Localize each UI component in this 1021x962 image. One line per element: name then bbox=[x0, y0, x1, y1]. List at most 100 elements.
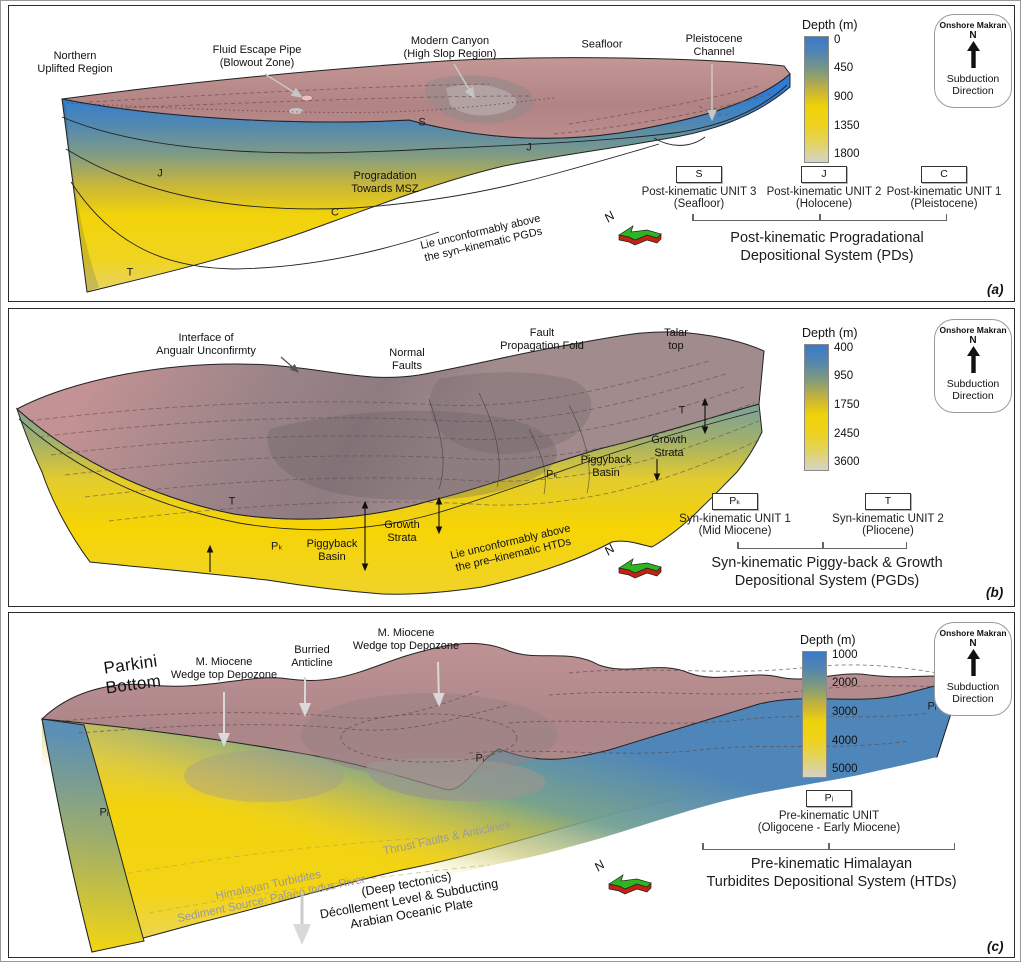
panel-b: Interface of Angualr Unconfirmty Normal … bbox=[8, 308, 1015, 607]
unit-name: Post-kinematic UNIT 3 bbox=[641, 186, 757, 198]
north-3d-c: N bbox=[592, 858, 657, 901]
panel-a: Northern Uplifted Region Fluid Escape Pi… bbox=[8, 5, 1015, 302]
unit-age: (Oligocene - Early Miocene) bbox=[757, 822, 901, 834]
colorbar-title: Depth (m) bbox=[802, 18, 858, 32]
label-fluid-escape: Fluid Escape Pipe (Blowout Zone) bbox=[212, 44, 302, 69]
label-parkini-bottom: Parkini Bottom bbox=[102, 651, 163, 698]
colorbar-title: Depth (m) bbox=[800, 633, 856, 647]
north-3d-b: N bbox=[602, 542, 667, 585]
label-seafloor: Seafloor bbox=[581, 38, 623, 51]
north-3d-a: N bbox=[602, 209, 667, 252]
compass-caption: Subduction Direction bbox=[946, 681, 1000, 705]
colorbar-tick: 900 bbox=[834, 91, 854, 103]
colorbar-tick: 4000 bbox=[832, 735, 858, 747]
legend-bracket-tick bbox=[828, 843, 830, 849]
compass-caption: Subduction Direction bbox=[946, 73, 1000, 97]
legend-bracket-tick bbox=[822, 542, 824, 548]
block-diagram-b bbox=[15, 331, 765, 595]
label-normal-faults: Normal Faults bbox=[389, 347, 425, 372]
unit-symbol-box: T bbox=[865, 493, 911, 510]
horizon-mark-j-right: J bbox=[526, 141, 532, 154]
legend-unit-t: T Syn-kinematic UNIT 2 (Pliocene) bbox=[808, 493, 968, 537]
horizon-mark-pi-left: Pᵢ bbox=[99, 806, 109, 819]
horizon-mark-s: S bbox=[418, 116, 426, 129]
legend-bracket bbox=[737, 542, 907, 549]
legend-unit-j: J Post-kinematic UNIT 2 (Holocene) bbox=[749, 166, 899, 210]
compass-region: Onshore Makran bbox=[939, 325, 1007, 335]
label-piggyback-right: Piggyback Basin bbox=[580, 454, 632, 479]
unit-age: (Seafloor) bbox=[673, 198, 725, 210]
compass-north: N bbox=[969, 30, 977, 41]
label-northern-uplifted: Northern Uplifted Region bbox=[37, 50, 113, 75]
up-arrow-icon bbox=[966, 649, 980, 676]
compass-box-b: Onshore Makran N Subduction Direction bbox=[934, 319, 1012, 413]
horizon-mark-pi-right: Pᵢ bbox=[927, 700, 937, 713]
colorbar-tick: 1750 bbox=[834, 399, 860, 411]
colorbar-title: Depth (m) bbox=[802, 326, 858, 340]
colorbar-tick: 1800 bbox=[834, 148, 860, 160]
horizon-mark-pi-mid: Pᵢ bbox=[475, 752, 485, 765]
colorbar-gradient bbox=[804, 344, 829, 471]
compass-caption: Subduction Direction bbox=[946, 378, 1000, 402]
label-fault-propagation-fold: Fault Propagation Fold bbox=[500, 327, 584, 352]
label-progradation: Progradation Towards MSZ bbox=[351, 170, 419, 195]
horizon-mark-t: T bbox=[126, 266, 134, 279]
unit-name: Post-kinematic UNIT 1 bbox=[886, 186, 1002, 198]
legend-bracket bbox=[692, 214, 947, 221]
colorbar-tick: 400 bbox=[834, 342, 854, 354]
legend-unit-pi: Pᵢ Pre-kinematic UNIT (Oligocene - Early… bbox=[739, 790, 919, 834]
north-arrow-icon bbox=[618, 225, 662, 246]
compass-box-a: Onshore Makran N Subduction Direction bbox=[934, 14, 1012, 108]
panel-c: Parkini Bottom M. Miocene Wedge top Depo… bbox=[8, 612, 1015, 958]
colorbar-tick: 2000 bbox=[832, 677, 858, 689]
panel-letter-c: (c) bbox=[987, 939, 1004, 954]
colorbar-tick: 950 bbox=[834, 370, 854, 382]
compass-north: N bbox=[969, 638, 977, 649]
colorbar-tick: 1000 bbox=[832, 649, 858, 661]
unit-name: Post-kinematic UNIT 2 bbox=[766, 186, 882, 198]
colorbar-gradient bbox=[804, 36, 829, 163]
colorbar-tick: 2450 bbox=[834, 428, 860, 440]
compass-box-c: Onshore Makran N Subduction Direction bbox=[934, 622, 1012, 716]
legend-unit-pk: Pₖ Syn-kinematic UNIT 1 (Mid Miocene) bbox=[655, 493, 815, 537]
label-pleistocene-channel: Pleistocene Channel bbox=[685, 33, 743, 58]
unit-age: (Pleistocene) bbox=[910, 198, 978, 210]
unit-age: (Holocene) bbox=[795, 198, 853, 210]
legend-bracket-tick bbox=[819, 214, 821, 220]
colorbar-gradient bbox=[802, 651, 827, 778]
up-arrow-icon bbox=[966, 41, 980, 68]
system-title-a: Post-kinematic Progradational Deposition… bbox=[730, 230, 924, 264]
label-piggyback-left: Piggyback Basin bbox=[306, 538, 358, 563]
unit-symbol-box: J bbox=[801, 166, 847, 183]
label-wedge-depozone-left: M. Miocene Wedge top Depozone bbox=[170, 656, 278, 681]
panel-letter-a: (a) bbox=[987, 282, 1004, 297]
legend-unit-c: C Post-kinematic UNIT 1 (Pleistocene) bbox=[869, 166, 1019, 210]
colorbar-tick: 5000 bbox=[832, 763, 858, 775]
colorbar-tick: 3000 bbox=[832, 706, 858, 718]
unit-symbol-box: C bbox=[921, 166, 967, 183]
label-interface-unconformity: Interface of Angualr Unconfirmty bbox=[156, 332, 256, 357]
horizon-mark-c: C bbox=[331, 206, 339, 219]
horizon-mark-pk-right: Pₖ bbox=[545, 468, 559, 481]
compass-region: Onshore Makran bbox=[939, 628, 1007, 638]
unit-symbol-box: Pₖ bbox=[712, 493, 758, 510]
unit-name: Syn-kinematic UNIT 1 bbox=[679, 513, 791, 525]
unit-name: Syn-kinematic UNIT 2 bbox=[832, 513, 944, 525]
depth-colorbar-c: Depth (m) 1000 2000 3000 4000 5000 bbox=[800, 633, 882, 778]
horizon-mark-t-left: T bbox=[228, 495, 236, 508]
up-arrow-icon bbox=[966, 346, 980, 373]
north-arrow-icon bbox=[618, 558, 662, 579]
horizon-mark-j-left: J bbox=[157, 167, 163, 180]
compass-region: Onshore Makran bbox=[939, 20, 1007, 30]
block-diagram-c bbox=[40, 642, 964, 953]
horizon-mark-pk-left: Pₖ bbox=[270, 540, 284, 553]
colorbar-tick: 3600 bbox=[834, 456, 860, 468]
depth-colorbar-b: Depth (m) 400 950 1750 2450 3600 bbox=[802, 326, 884, 471]
label-talar-top: Talar top bbox=[664, 327, 688, 352]
legend-bracket bbox=[702, 843, 955, 850]
unit-symbol-box: Pᵢ bbox=[806, 790, 852, 807]
system-title-c: Pre-kinematic Himalayan Turbidites Depos… bbox=[706, 856, 957, 890]
label-burried-anticline: Burried Anticline bbox=[291, 644, 333, 669]
horizon-mark-t-right: T bbox=[678, 404, 686, 417]
